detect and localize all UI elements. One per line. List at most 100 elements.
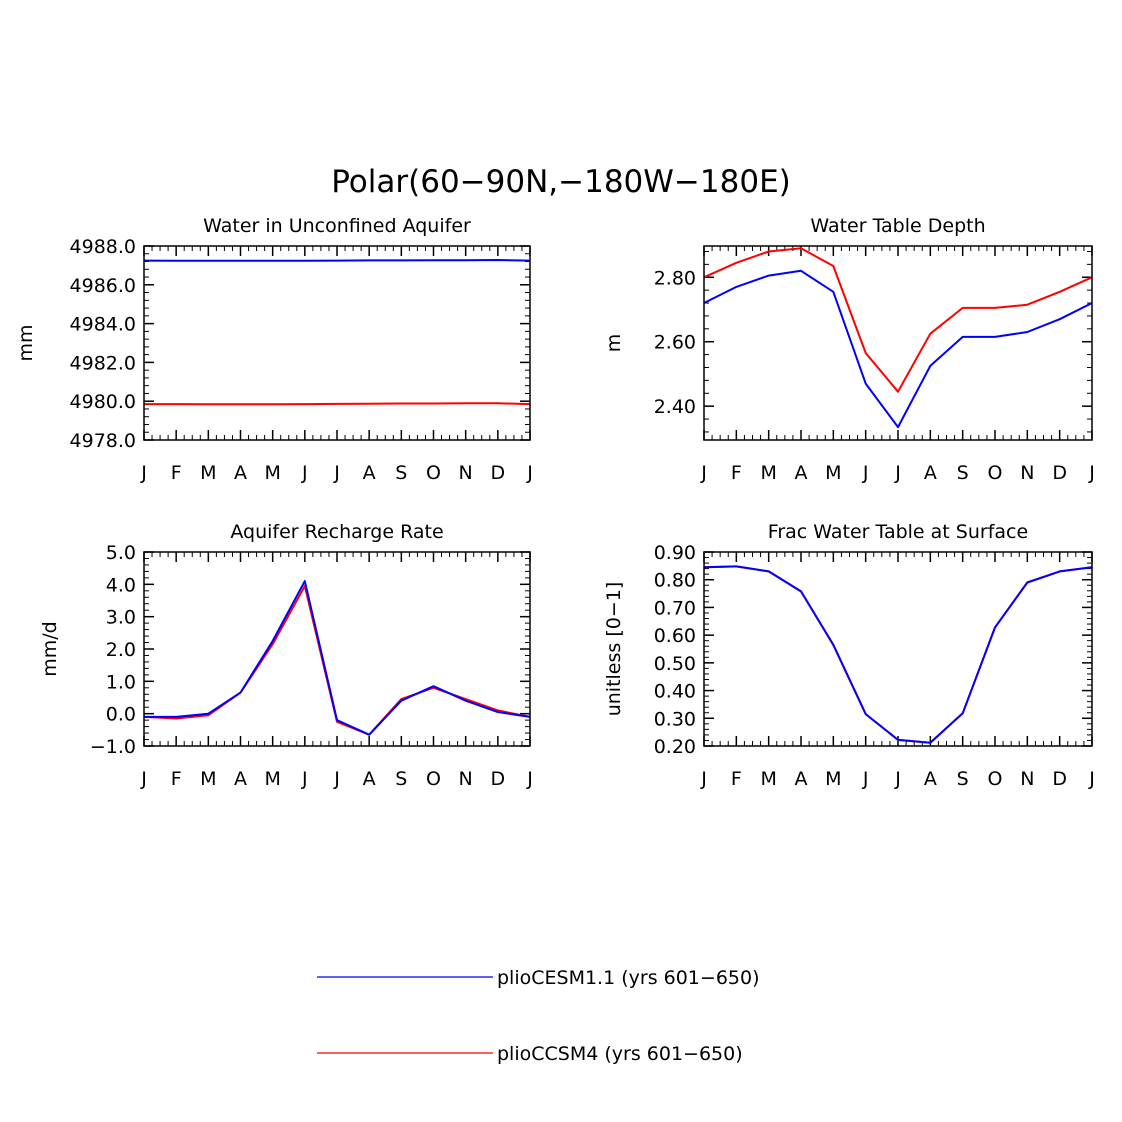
x-tick-label: J <box>301 462 308 484</box>
y-axis-label: unitless [0−1] <box>603 582 625 717</box>
y-tick-label: 0.70 <box>654 597 696 619</box>
x-tick-label: N <box>459 768 473 790</box>
y-tick-label: 4980.0 <box>70 391 136 413</box>
x-tick-label: A <box>795 462 808 484</box>
x-tick-label: J <box>333 462 340 484</box>
y-tick-label: 0.50 <box>654 653 696 675</box>
series-line-plioCCSM4 <box>703 247 1093 393</box>
panel-title: Water in Unconfined Aquifer <box>203 215 471 237</box>
panel-title: Frac Water Table at Surface <box>768 521 1028 543</box>
x-tick-label: F <box>731 462 742 484</box>
y-tick-label: 3.0 <box>106 607 136 629</box>
x-tick-label: D <box>491 462 506 484</box>
x-tick-label: M <box>825 462 841 484</box>
y-tick-label: 0.20 <box>654 736 696 758</box>
panel-title: Water Table Depth <box>810 215 985 237</box>
x-tick-label: J <box>862 768 869 790</box>
x-tick-label: F <box>731 768 742 790</box>
y-tick-label: 0.0 <box>106 704 136 726</box>
panel-title: Aquifer Recharge Rate <box>230 521 443 543</box>
x-tick-label: O <box>426 768 441 790</box>
plot-frame <box>703 245 1093 441</box>
legend-label-plioCCSM4: plioCCSM4 (yrs 601−650) <box>497 1043 743 1065</box>
legend: plioCESM1.1 (yrs 601−650) plioCCSM4 (yrs… <box>317 967 760 1065</box>
y-axis-label: mm/d <box>39 621 61 676</box>
y-tick-label: 1.0 <box>106 671 136 693</box>
series-line-plioCCSM4 <box>144 402 531 406</box>
x-tick-label: J <box>862 462 869 484</box>
plot-frame <box>703 551 1093 747</box>
y-tick-label: 0.90 <box>654 542 696 564</box>
x-tick-label: J <box>700 462 707 484</box>
x-tick-label: O <box>988 768 1003 790</box>
x-tick-label: A <box>363 462 376 484</box>
x-tick-label: F <box>171 768 182 790</box>
x-tick-label: A <box>924 462 937 484</box>
x-tick-label: A <box>924 768 937 790</box>
x-tick-label: O <box>426 462 441 484</box>
y-tick-label: −1.0 <box>90 736 136 758</box>
x-tick-label: F <box>171 462 182 484</box>
x-tick-label: J <box>894 462 901 484</box>
x-tick-label: N <box>1020 462 1034 484</box>
y-tick-label: 2.0 <box>106 639 136 661</box>
x-tick-label: S <box>957 768 969 790</box>
x-tick-label: J <box>894 768 901 790</box>
x-tick-label: O <box>988 462 1003 484</box>
y-tick-label: 0.40 <box>654 681 696 703</box>
x-tick-label: M <box>264 462 280 484</box>
x-tick-label: M <box>760 462 776 484</box>
y-tick-label: 4.0 <box>106 574 136 596</box>
y-axis-label: m <box>603 334 625 353</box>
x-tick-label: M <box>200 462 216 484</box>
x-tick-label: D <box>1052 768 1067 790</box>
x-tick-label: J <box>301 768 308 790</box>
y-tick-label: 4988.0 <box>70 236 136 258</box>
series-line-plioCESM1.1 <box>143 259 531 262</box>
x-tick-label: M <box>825 768 841 790</box>
series-line-plioCESM1.1 <box>703 269 1093 429</box>
panel-4: Frac Water Table at Surface unitless [0−1… <box>603 521 1095 790</box>
y-tick-label: 0.60 <box>654 625 696 647</box>
x-tick-label: M <box>760 768 776 790</box>
x-tick-label: D <box>491 768 506 790</box>
x-tick-label: S <box>957 462 969 484</box>
x-tick-label: M <box>200 768 216 790</box>
x-tick-label: J <box>526 462 533 484</box>
series-line-plioCCSM4 <box>143 585 531 736</box>
y-tick-label: 0.30 <box>654 708 696 730</box>
x-tick-label: J <box>140 462 147 484</box>
y-tick-label: 0.80 <box>654 570 696 592</box>
series-line-plioCESM1.1 <box>703 565 1093 744</box>
x-tick-label: J <box>526 768 533 790</box>
y-tick-label: 2.40 <box>654 396 696 418</box>
plot-frame <box>143 551 531 747</box>
x-tick-label: A <box>234 462 247 484</box>
y-axis-label: mm <box>15 324 37 361</box>
x-tick-label: J <box>333 768 340 790</box>
y-tick-label: 5.0 <box>106 542 136 564</box>
legend-label-plioCESM1.1: plioCESM1.1 (yrs 601−650) <box>497 967 760 989</box>
y-tick-label: 2.60 <box>654 332 696 354</box>
x-tick-label: N <box>459 462 473 484</box>
x-tick-label: A <box>795 768 808 790</box>
plot-frame <box>143 245 531 441</box>
y-tick-label: 2.80 <box>654 267 696 289</box>
x-tick-label: D <box>1052 462 1067 484</box>
x-tick-label: J <box>700 768 707 790</box>
y-tick-label: 4978.0 <box>70 430 136 452</box>
x-tick-label: J <box>1088 462 1095 484</box>
series-line-plioCESM1.1 <box>144 580 531 736</box>
x-tick-label: A <box>363 768 376 790</box>
series-line-plioCCSM4 <box>703 565 1093 744</box>
x-tick-label: S <box>395 768 407 790</box>
x-tick-label: N <box>1020 768 1034 790</box>
x-tick-label: A <box>234 768 247 790</box>
x-tick-label: S <box>395 462 407 484</box>
y-tick-label: 4984.0 <box>70 314 136 336</box>
x-tick-label: M <box>264 768 280 790</box>
